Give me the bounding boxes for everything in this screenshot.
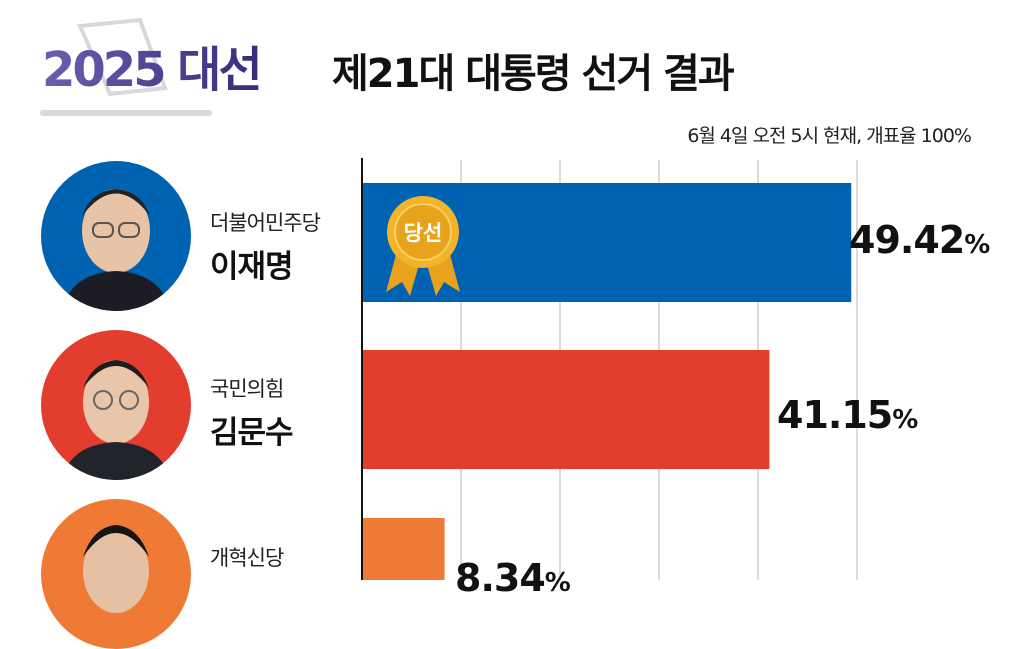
avatar bbox=[41, 330, 191, 480]
winner-badge-icon: 당선 bbox=[386, 196, 460, 296]
party-label: 개혁신당 bbox=[210, 546, 284, 570]
bar-3 bbox=[362, 518, 445, 580]
bar-chart bbox=[361, 158, 858, 580]
value-label: 41.15% bbox=[777, 393, 918, 437]
party-label: 더불어민주당 bbox=[210, 211, 321, 235]
party-label: 국민의힘 bbox=[210, 377, 284, 401]
badge-label: 당선 bbox=[404, 221, 443, 245]
ballot-box-icon bbox=[40, 18, 212, 116]
avatar bbox=[41, 161, 191, 311]
candidate-name: 이재명 bbox=[210, 249, 294, 285]
value-label: 49.42% bbox=[849, 218, 990, 262]
candidate-name: 김문수 bbox=[210, 415, 294, 451]
value-label: 8.34% bbox=[455, 556, 571, 600]
page-title: 제21대 대통령 선거 결과 bbox=[332, 51, 735, 97]
logo: 2025 대선 bbox=[42, 42, 263, 98]
bar-2 bbox=[362, 350, 770, 469]
subtitle: 6월 4일 오전 5시 현재, 개표율 100% bbox=[687, 125, 972, 147]
